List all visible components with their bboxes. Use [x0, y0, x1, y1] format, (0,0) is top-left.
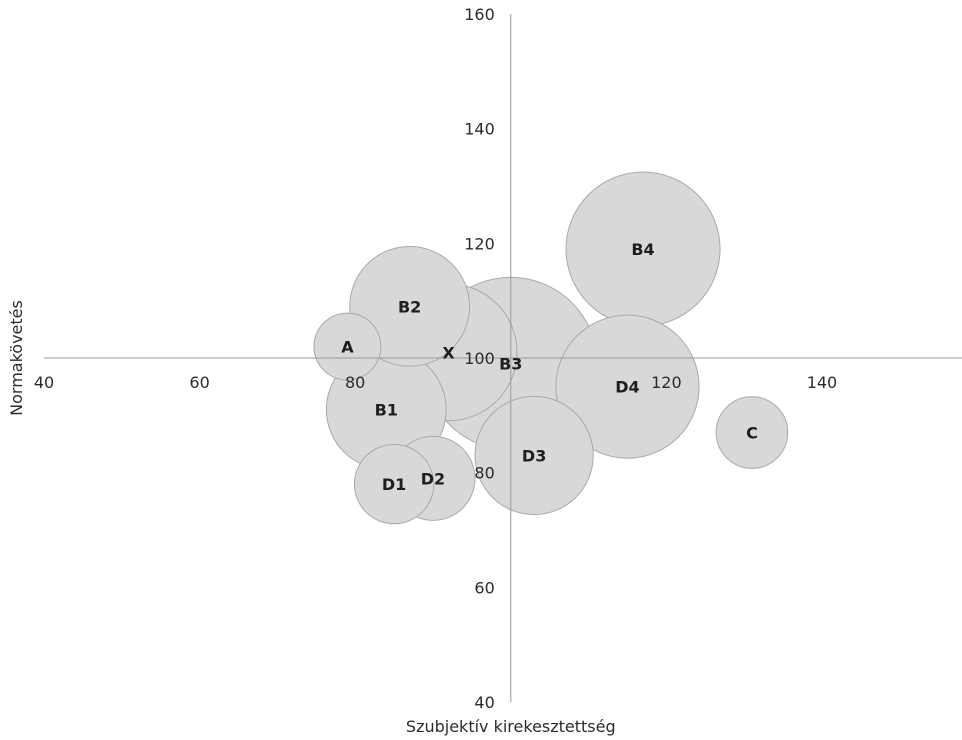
y-axis-title: Normakövetés [7, 300, 26, 416]
y-tick-label: 140 [464, 120, 495, 139]
bubble-c [715, 396, 789, 469]
y-tick-label: 120 [464, 234, 495, 253]
y-tick-labels: 40 60 80 100 120 140 160 [464, 5, 495, 712]
y-tick-label: 160 [464, 5, 495, 24]
y-tick-label: 40 [474, 693, 494, 712]
x-tick-label: 40 [34, 373, 54, 392]
bubble-label-c: C [746, 424, 758, 443]
x-tick-label: 120 [651, 373, 682, 392]
x-tick-label: 140 [807, 373, 838, 392]
y-tick-label: 80 [474, 464, 494, 483]
bubble-label-d3: D3 [522, 446, 546, 465]
y-tick-label: 100 [464, 349, 495, 368]
bubble-label-a: A [341, 338, 354, 357]
x-axis-title: Szubjektív kirekesztettség [406, 717, 616, 736]
x-tick-label: 60 [189, 373, 209, 392]
x-tick-labels: 40 60 80 120 140 [34, 373, 837, 392]
bubble-layer [313, 171, 789, 525]
bubble-d4 [555, 314, 700, 459]
bubble-d3 [474, 395, 594, 516]
bubble-label-d2: D2 [421, 469, 445, 488]
bubble-label-b4: B4 [631, 240, 654, 259]
bubble-label-b2: B2 [398, 297, 421, 316]
bubble-d1 [353, 443, 435, 525]
x-tick-label: 80 [345, 373, 365, 392]
bubble-label-b1: B1 [375, 401, 398, 420]
y-tick-label: 60 [474, 578, 494, 597]
bubble-label-layer: X A B1 B2 B3 B4 C D1 D2 D3 D4 [341, 240, 758, 494]
bubble-label-d4: D4 [615, 378, 639, 397]
bubble-label-d1: D1 [382, 475, 406, 494]
bubble-label-b3: B3 [499, 355, 522, 374]
bubble-label-x: X [442, 343, 455, 362]
bubble-a [313, 312, 382, 381]
